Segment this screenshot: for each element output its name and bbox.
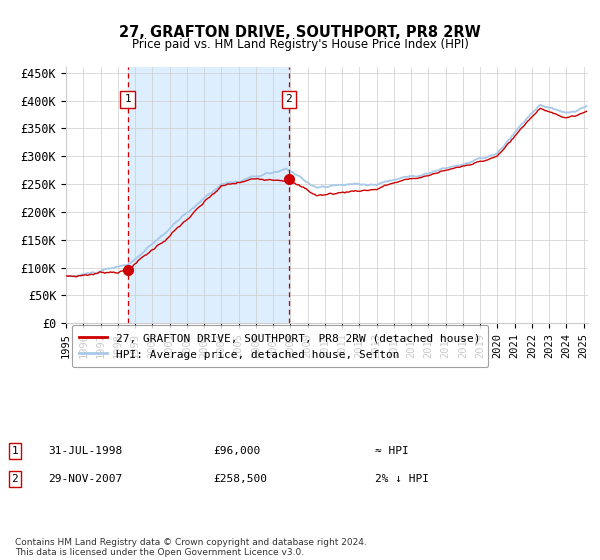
Text: 27, GRAFTON DRIVE, SOUTHPORT, PR8 2RW: 27, GRAFTON DRIVE, SOUTHPORT, PR8 2RW xyxy=(119,25,481,40)
Text: 2% ↓ HPI: 2% ↓ HPI xyxy=(375,474,429,484)
Text: ≈ HPI: ≈ HPI xyxy=(375,446,409,456)
Legend: 27, GRAFTON DRIVE, SOUTHPORT, PR8 2RW (detached house), HPI: Average price, deta: 27, GRAFTON DRIVE, SOUTHPORT, PR8 2RW (d… xyxy=(71,325,488,367)
Text: Contains HM Land Registry data © Crown copyright and database right 2024.
This d: Contains HM Land Registry data © Crown c… xyxy=(15,538,367,557)
Bar xyxy=(128,67,289,323)
Text: £96,000: £96,000 xyxy=(213,446,260,456)
Text: 29-NOV-2007: 29-NOV-2007 xyxy=(48,474,122,484)
Text: £258,500: £258,500 xyxy=(213,474,267,484)
Text: 2: 2 xyxy=(11,474,19,484)
Text: 1: 1 xyxy=(11,446,19,456)
Text: 2: 2 xyxy=(286,95,292,105)
Text: Price paid vs. HM Land Registry's House Price Index (HPI): Price paid vs. HM Land Registry's House … xyxy=(131,38,469,51)
Text: 1: 1 xyxy=(124,95,131,105)
Text: 31-JUL-1998: 31-JUL-1998 xyxy=(48,446,122,456)
